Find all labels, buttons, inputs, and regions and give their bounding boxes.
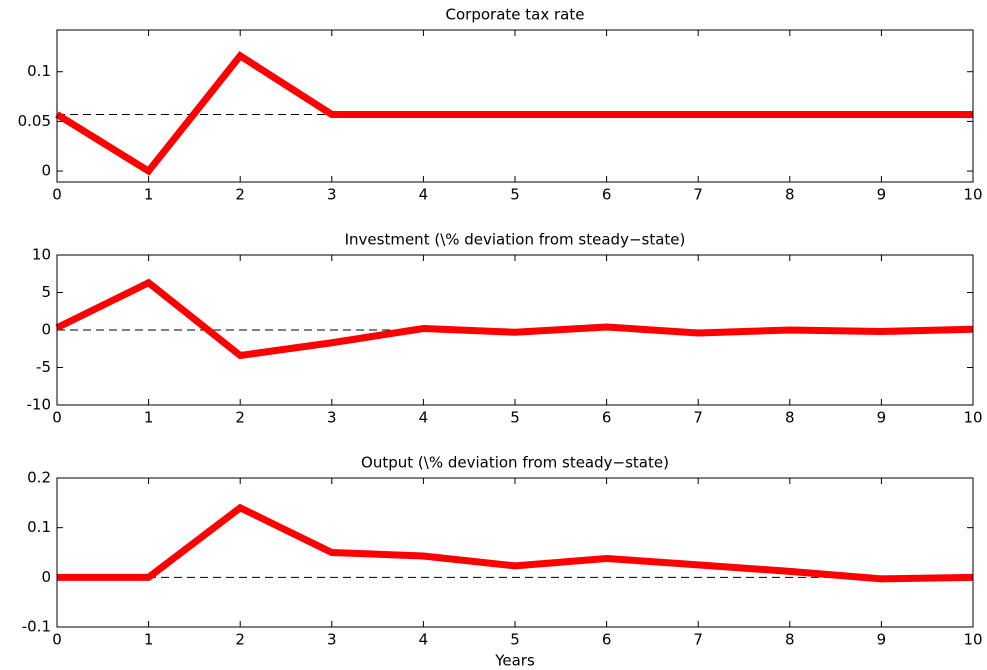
x-tick-label: 10 <box>963 186 982 204</box>
x-tick-label: 1 <box>144 631 154 649</box>
y-tick-label: 0 <box>41 321 51 339</box>
x-tick-label: 8 <box>785 409 795 427</box>
x-tick-label: 2 <box>235 409 245 427</box>
x-tick-label: 7 <box>693 631 703 649</box>
axes-frame <box>56 29 974 183</box>
x-tick-label: 0 <box>52 409 62 427</box>
x-tick-label: 0 <box>52 186 62 204</box>
y-tick-label: 5 <box>41 283 51 301</box>
x-tick-label: 10 <box>963 631 982 649</box>
x-axis-label: Years <box>494 652 535 670</box>
y-tick-label: 0.2 <box>27 469 51 487</box>
data-line <box>57 503 974 583</box>
x-tick-label: 1 <box>144 409 154 427</box>
y-tick-label: -5 <box>36 358 51 376</box>
x-tick-label: 6 <box>602 186 612 204</box>
x-tick-label: 8 <box>785 186 795 204</box>
y-tick-label: -0.1 <box>22 618 51 636</box>
axes-frame <box>56 254 974 406</box>
x-tick-label: 7 <box>693 186 703 204</box>
subplot-title: Output (\% deviation from steady−state) <box>361 454 669 472</box>
x-tick-label: 4 <box>419 631 429 649</box>
x-tick-label: 2 <box>235 631 245 649</box>
y-tick-label: 0 <box>41 162 51 180</box>
y-tick-label: 0.1 <box>27 62 51 80</box>
y-tick-label: 10 <box>32 246 51 264</box>
axes-frame <box>56 477 974 628</box>
x-tick-label: 2 <box>235 186 245 204</box>
x-tick-label: 3 <box>327 631 337 649</box>
x-tick-label: 9 <box>877 409 887 427</box>
x-tick-label: 0 <box>52 631 62 649</box>
y-tick-label: 0.05 <box>18 112 51 130</box>
x-tick-label: 1 <box>144 186 154 204</box>
x-tick-label: 6 <box>602 631 612 649</box>
data-line <box>55 51 973 176</box>
x-tick-label: 4 <box>419 186 429 204</box>
x-tick-label: 3 <box>327 186 337 204</box>
x-tick-label: 7 <box>693 409 703 427</box>
x-tick-label: 3 <box>327 409 337 427</box>
subplot-title: Investment (\% deviation from steady−sta… <box>345 231 686 249</box>
y-tick-label: -10 <box>27 396 52 414</box>
x-tick-label: 4 <box>419 409 429 427</box>
x-tick-label: 8 <box>785 631 795 649</box>
x-tick-label: 5 <box>510 631 520 649</box>
subplot-title: Corporate tax rate <box>446 6 585 24</box>
x-tick-label: 9 <box>877 186 887 204</box>
y-tick-label: 0 <box>41 568 51 586</box>
y-tick-label: 0.1 <box>27 518 51 536</box>
x-tick-label: 9 <box>877 631 887 649</box>
x-tick-label: 10 <box>963 409 982 427</box>
x-tick-label: 5 <box>510 409 520 427</box>
x-tick-label: 6 <box>602 409 612 427</box>
x-tick-label: 5 <box>510 186 520 204</box>
data-line <box>55 278 974 360</box>
